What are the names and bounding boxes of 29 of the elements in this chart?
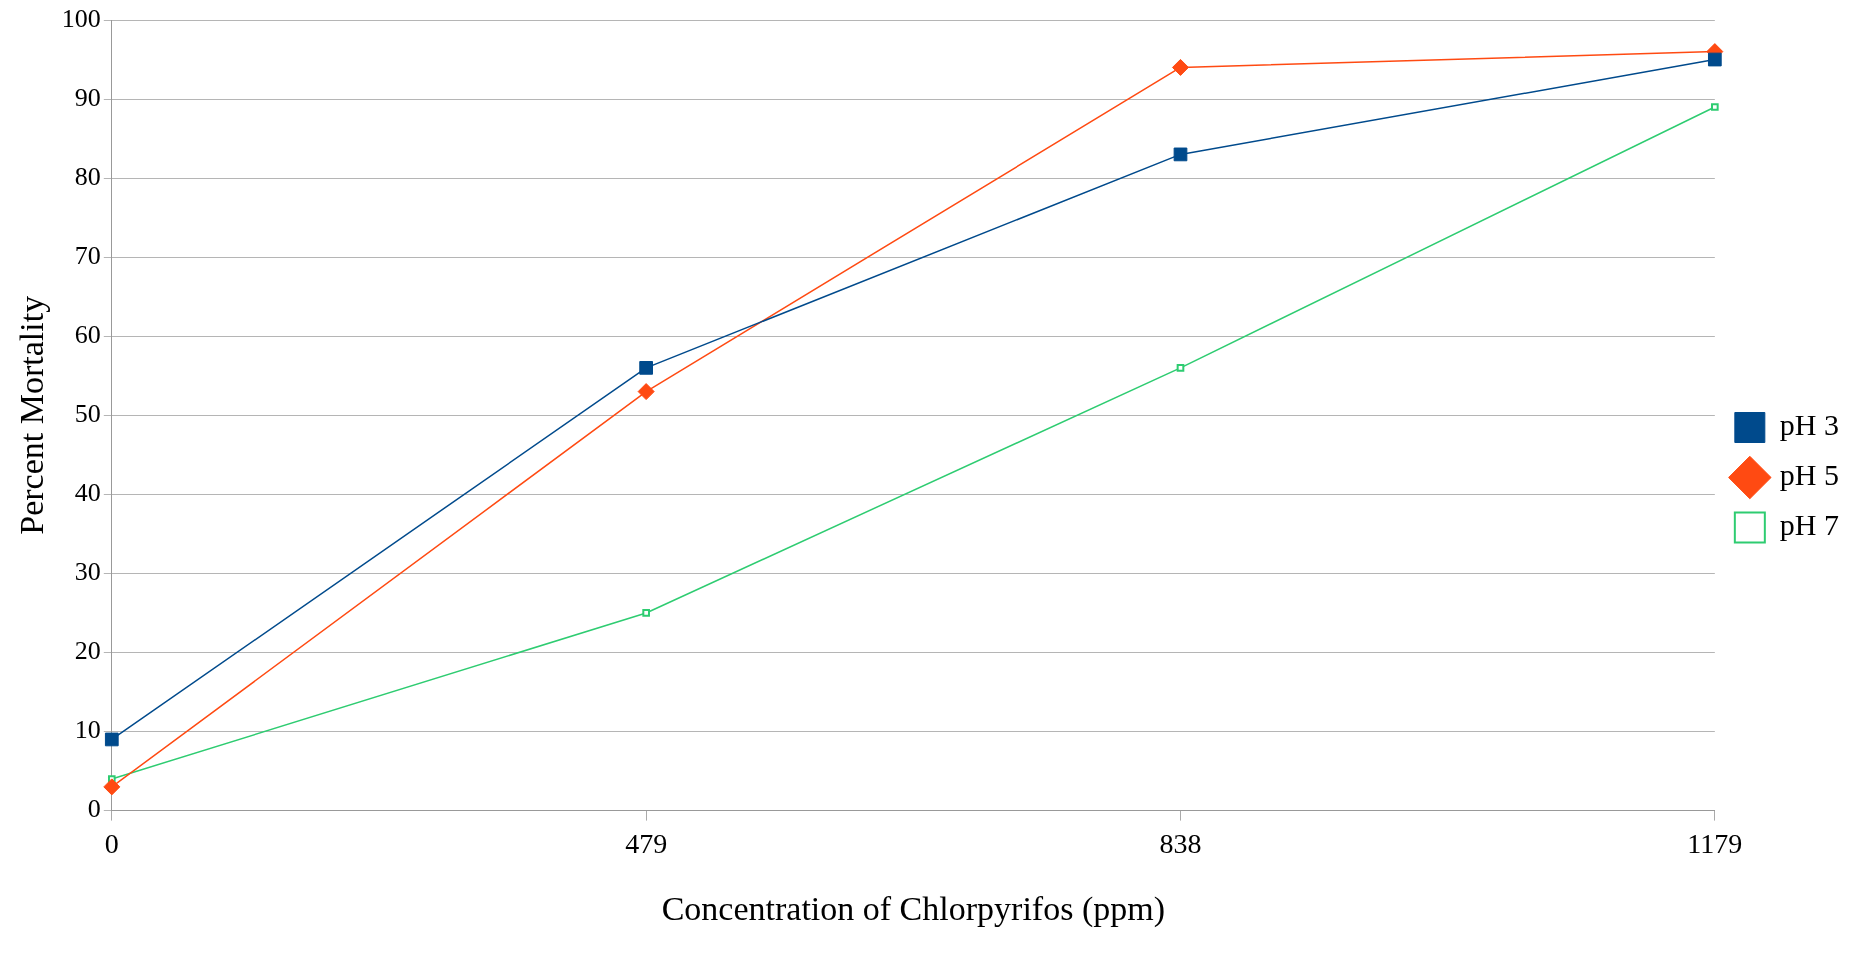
y-tick-label: 70 bbox=[74, 241, 101, 271]
y-tick-label: 60 bbox=[74, 320, 101, 350]
legend-label: pH 7 bbox=[1779, 508, 1840, 542]
point bbox=[637, 383, 655, 401]
legend-label: pH 3 bbox=[1779, 408, 1840, 442]
point bbox=[1707, 52, 1722, 67]
point bbox=[1711, 103, 1719, 111]
y-tick-label: 100 bbox=[61, 3, 101, 33]
x-axis-title: Concentration of Chlorpyrifos (ppm) bbox=[661, 889, 1165, 928]
point bbox=[1176, 364, 1185, 372]
y-tick-label: 40 bbox=[74, 478, 101, 508]
point bbox=[103, 778, 121, 796]
point bbox=[1173, 147, 1188, 162]
point bbox=[104, 732, 119, 747]
y-tick-label: 50 bbox=[74, 399, 101, 429]
x-tick-label: 1179 bbox=[1687, 827, 1743, 859]
y-tick-label: 30 bbox=[74, 557, 101, 587]
y-tick-label: 90 bbox=[74, 82, 101, 112]
x-tick-label: 838 bbox=[1159, 827, 1202, 859]
point bbox=[639, 361, 654, 375]
point bbox=[1171, 58, 1189, 76]
point bbox=[642, 609, 650, 617]
y-axis-title: Percent Mortality bbox=[13, 295, 51, 535]
legend-label: pH 5 bbox=[1779, 458, 1840, 492]
y-tick-label: 10 bbox=[74, 715, 101, 745]
x-tick-label: 479 bbox=[625, 827, 668, 859]
y-tick-label: 0 bbox=[87, 794, 101, 824]
y-tick-label: 20 bbox=[74, 636, 101, 666]
y-tick-label: 80 bbox=[74, 161, 101, 191]
